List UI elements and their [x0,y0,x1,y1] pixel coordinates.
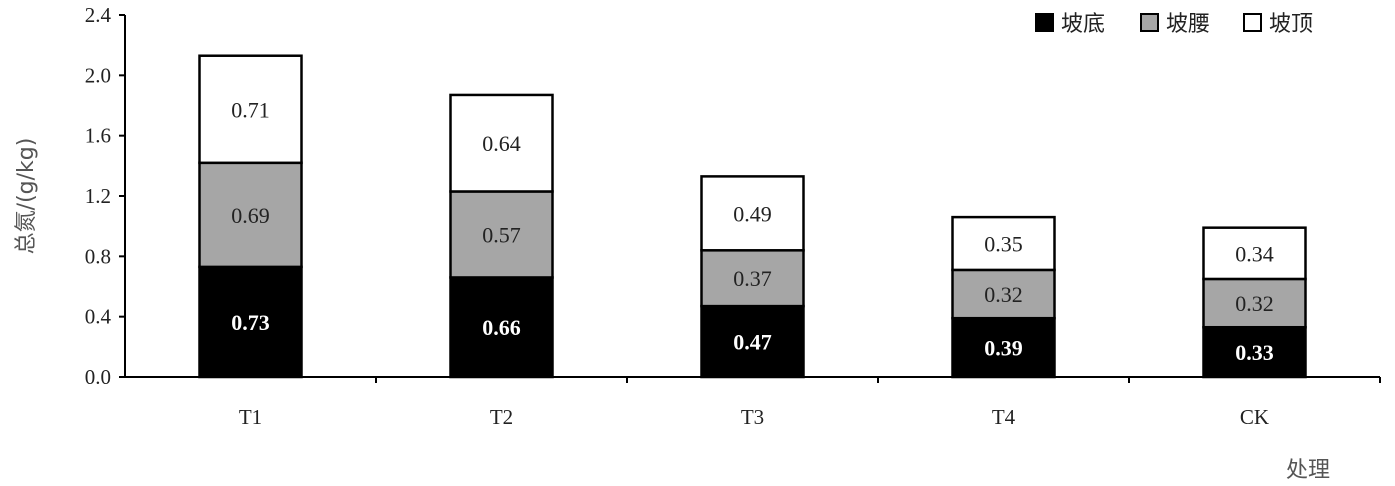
data-label: 0.37 [733,266,772,291]
bar-segment [700,175,805,252]
data-label: 0.64 [482,131,521,156]
bar-segment [1202,226,1307,281]
bar-segment [951,215,1056,272]
legend: 坡底 坡腰 坡顶 [1035,12,1313,37]
y-tick-label: 1.6 [85,124,111,148]
bar-segment [198,161,303,269]
data-label: 0.33 [1235,340,1274,365]
x-tick-label: T1 [239,405,262,429]
data-label: 0.32 [1235,291,1274,316]
x-tick-label: T3 [741,405,764,429]
y-tick-label: 0.4 [85,305,112,329]
bar-segment [449,93,554,193]
legend-swatch [1035,13,1054,32]
data-label: 0.57 [482,222,521,247]
data-label: 0.71 [231,97,270,122]
data-label: 0.66 [482,315,521,340]
data-label: 0.69 [231,203,270,228]
y-tick-label: 0.0 [85,365,111,389]
data-label: 0.73 [231,310,270,335]
data-label: 0.49 [733,201,772,226]
data-label: 0.34 [1235,241,1274,266]
bar-segment [449,276,554,379]
legend-swatch [1140,13,1159,32]
legend-label: 坡腰 [1166,12,1210,37]
data-label: 0.47 [733,330,772,355]
x-tick-label: T2 [490,405,513,429]
legend-label: 坡顶 [1269,12,1313,37]
axes: 0.0 0.4 0.8 1.2 1.6 2.0 2.4 T1 T2 T3 T4 CK [85,3,1381,429]
bar-segment [1202,277,1307,329]
bars: 0.73 0.69 0.71 0.66 0.57 0.64 0.47 0.37 0.49 0.39… [198,54,1307,379]
legend-label: 坡底 [1061,12,1105,37]
bar-segment [198,54,303,165]
y-tick-label: 1.2 [85,184,111,208]
legend-swatch [1243,13,1262,32]
y-axis-title: 总氮/(g/kg) [14,138,39,255]
bar-segment [449,190,554,279]
data-label: 0.39 [984,336,1023,361]
y-tick-label: 0.8 [85,244,111,268]
x-tick-label: CK [1240,405,1269,429]
data-label: 0.32 [984,282,1023,307]
data-label: 0.35 [984,232,1023,257]
y-tick-label: 2.0 [85,63,111,87]
x-axis-title: 处理 [1286,458,1330,483]
y-tick-label: 2.4 [85,3,112,27]
bar-segment [198,265,303,379]
x-tick-label: T4 [992,405,1016,429]
bar-segment [700,249,805,308]
